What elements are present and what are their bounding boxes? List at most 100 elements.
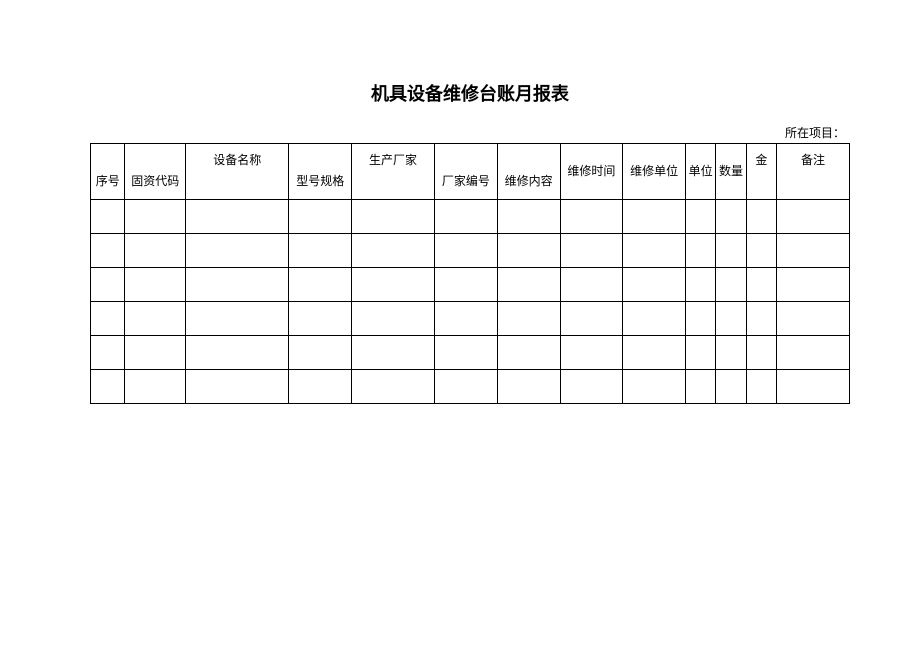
table-cell — [91, 234, 125, 268]
table-cell — [685, 336, 715, 370]
table-cell — [91, 336, 125, 370]
project-label: 所在项目： — [90, 124, 850, 141]
header-remarks: 备注 — [777, 144, 850, 200]
table-cell — [777, 268, 850, 302]
table-cell — [186, 302, 289, 336]
table-cell — [125, 268, 186, 302]
table-cell — [352, 302, 435, 336]
header-serial: 序号 — [91, 144, 125, 200]
table-cell — [777, 336, 850, 370]
table-cell — [716, 336, 746, 370]
header-equipment-name: 设备名称 — [186, 144, 289, 200]
table-cell — [716, 302, 746, 336]
table-cell — [125, 200, 186, 234]
table-cell — [91, 370, 125, 404]
table-row — [91, 234, 850, 268]
table-cell — [435, 302, 498, 336]
table-cell — [91, 268, 125, 302]
table-cell — [746, 370, 776, 404]
table-cell — [125, 234, 186, 268]
table-cell — [125, 370, 186, 404]
table-cell — [746, 234, 776, 268]
table-cell — [685, 370, 715, 404]
table-cell — [560, 302, 623, 336]
table-row — [91, 370, 850, 404]
table-cell — [186, 200, 289, 234]
table-cell — [685, 302, 715, 336]
table-cell — [685, 200, 715, 234]
table-row — [91, 302, 850, 336]
table-cell — [91, 200, 125, 234]
table-cell — [497, 336, 560, 370]
table-cell — [623, 302, 686, 336]
header-amount: 金 — [746, 144, 776, 200]
header-quantity: 数量 — [716, 144, 746, 200]
table-cell — [716, 268, 746, 302]
table-cell — [716, 200, 746, 234]
table-cell — [91, 302, 125, 336]
table-cell — [435, 268, 498, 302]
header-manufacturer: 生产厂家 — [352, 144, 435, 200]
table-cell — [497, 234, 560, 268]
table-cell — [623, 370, 686, 404]
table-cell — [125, 302, 186, 336]
table-cell — [746, 268, 776, 302]
table-cell — [289, 302, 352, 336]
table-cell — [352, 234, 435, 268]
header-repair-content: 维修内容 — [497, 144, 560, 200]
table-cell — [289, 200, 352, 234]
table-cell — [623, 234, 686, 268]
table-row — [91, 268, 850, 302]
table-cell — [777, 370, 850, 404]
table-cell — [352, 200, 435, 234]
table-cell — [352, 370, 435, 404]
header-repair-unit: 维修单位 — [623, 144, 686, 200]
table-cell — [685, 268, 715, 302]
table-cell — [716, 234, 746, 268]
table-row — [91, 336, 850, 370]
table-header-row: 序号 固资代码 设备名称 型号规格 生产厂家 厂家编号 维修内容 维修时间 维修… — [91, 144, 850, 200]
table-cell — [435, 336, 498, 370]
table-cell — [685, 234, 715, 268]
table-cell — [289, 370, 352, 404]
header-model-spec: 型号规格 — [289, 144, 352, 200]
header-unit: 单位 — [685, 144, 715, 200]
table-cell — [186, 336, 289, 370]
table-cell — [746, 302, 776, 336]
table-cell — [497, 268, 560, 302]
table-cell — [186, 268, 289, 302]
table-row — [91, 200, 850, 234]
header-factory-number: 厂家编号 — [435, 144, 498, 200]
table-cell — [777, 234, 850, 268]
table-cell — [497, 200, 560, 234]
table-cell — [560, 336, 623, 370]
table-cell — [497, 302, 560, 336]
table-cell — [777, 302, 850, 336]
table-body — [91, 200, 850, 404]
table-cell — [746, 200, 776, 234]
table-cell — [352, 268, 435, 302]
table-cell — [186, 234, 289, 268]
table-cell — [435, 200, 498, 234]
header-repair-time: 维修时间 — [560, 144, 623, 200]
table-cell — [435, 370, 498, 404]
table-cell — [560, 200, 623, 234]
table-cell — [352, 336, 435, 370]
header-asset-code: 固资代码 — [125, 144, 186, 200]
table-cell — [289, 268, 352, 302]
table-cell — [777, 200, 850, 234]
table-cell — [435, 234, 498, 268]
table-cell — [560, 268, 623, 302]
table-cell — [623, 268, 686, 302]
table-cell — [497, 370, 560, 404]
table-cell — [716, 370, 746, 404]
table-cell — [560, 370, 623, 404]
table-cell — [125, 336, 186, 370]
table-cell — [623, 200, 686, 234]
table-cell — [186, 370, 289, 404]
table-cell — [289, 336, 352, 370]
table-cell — [623, 336, 686, 370]
table-cell — [560, 234, 623, 268]
table-cell — [746, 336, 776, 370]
maintenance-report-table: 序号 固资代码 设备名称 型号规格 生产厂家 厂家编号 维修内容 维修时间 维修… — [90, 143, 850, 404]
